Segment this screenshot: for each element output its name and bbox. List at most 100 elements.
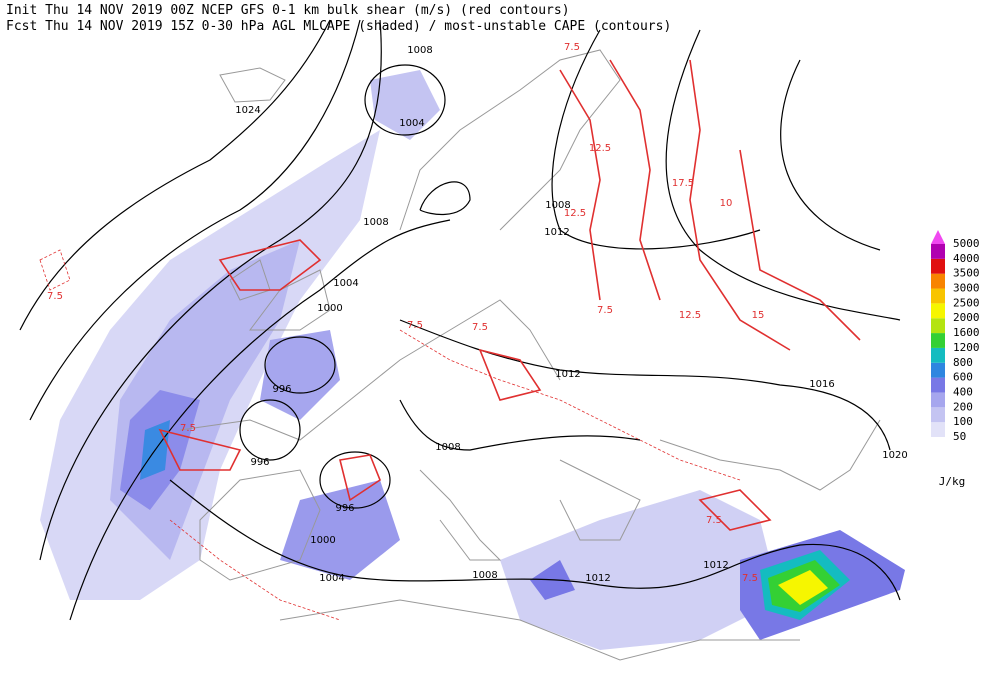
isobar	[319, 451, 391, 509]
isobar-label: 1012	[585, 573, 610, 584]
colorbar-swatch	[931, 333, 945, 348]
shear-label: 7.5	[407, 320, 423, 331]
isobar-label: 1004	[333, 278, 358, 289]
colorbar-swatch	[931, 258, 945, 274]
isobar-label: 1000	[310, 535, 335, 546]
colorbar-unit: J/kg	[939, 475, 966, 488]
colorbar-label: 5000	[953, 237, 980, 250]
shear-contour	[169, 519, 341, 621]
colorbar-label: 3500	[953, 267, 980, 280]
isobar	[69, 219, 451, 621]
colorbar-swatch	[931, 407, 945, 423]
shear-contour	[218, 239, 322, 291]
isobar-label: 996	[272, 384, 291, 395]
isobar-label: 996	[250, 457, 269, 468]
shear-contour	[339, 454, 381, 502]
colorbar-label: 100	[953, 415, 973, 428]
coastline	[219, 67, 286, 103]
isobar-label: 1008	[435, 442, 460, 453]
isobar-label: 1024	[235, 105, 260, 116]
colorbar-swatch	[931, 392, 945, 408]
colorbar-label: 3000	[953, 282, 980, 295]
shear-contours	[39, 59, 861, 621]
shear-label: 7.5	[472, 322, 488, 333]
isobar-label: 996	[335, 503, 354, 514]
isobar-label: 1008	[472, 570, 497, 581]
shear-contour	[399, 329, 741, 481]
isobar	[19, 19, 331, 331]
shear-label: 7.5	[180, 423, 196, 434]
coastline	[399, 49, 621, 231]
shade-area	[260, 330, 340, 420]
shear-label: 17.5	[672, 178, 694, 189]
colorbar-label: 4000	[953, 252, 980, 265]
shear-contour	[559, 69, 601, 301]
isobar-label: 1012	[555, 369, 580, 380]
shade-area	[370, 70, 440, 140]
colorbar-label: 200	[953, 400, 973, 413]
isobar	[665, 29, 901, 321]
isobar-label: 1004	[319, 573, 344, 584]
colorbar-swatch	[931, 230, 945, 244]
coastline	[179, 299, 561, 441]
colorbar-label: 400	[953, 385, 973, 398]
colorbar-label: 1600	[953, 326, 980, 339]
coastlines	[179, 49, 881, 661]
colorbar-swatch	[931, 273, 945, 289]
isobar-label: 1000	[317, 303, 342, 314]
shear-label: 7.5	[742, 573, 758, 584]
isobar	[239, 399, 301, 461]
shear-label: 12.5	[679, 310, 701, 321]
colorbar-label: 1200	[953, 341, 980, 354]
isobar	[399, 399, 641, 451]
coastline	[419, 469, 502, 561]
header-init: Init Thu 14 NOV 2019 00Z NCEP GFS 0-1 km…	[6, 3, 570, 18]
shear-contour	[698, 489, 772, 531]
shear-label: 7.5	[47, 291, 63, 302]
shear-label: 15	[752, 310, 765, 321]
isobar	[29, 19, 361, 421]
colorbar-label: 50	[953, 430, 966, 443]
isobar-labels: 1008 1024 1004 1008 1008 1012 1004 1000 …	[235, 45, 907, 584]
isobar-label: 1020	[882, 450, 907, 461]
shear-contour	[478, 348, 542, 401]
isobar	[169, 479, 901, 601]
isobar	[264, 336, 336, 394]
colorbar-label: 2000	[953, 311, 980, 324]
coastline	[199, 469, 321, 581]
shear-label: 7.5	[564, 42, 580, 53]
shear-contour	[739, 149, 861, 341]
shear-contour	[609, 59, 661, 301]
colorbar-swatch	[931, 318, 945, 334]
shear-label: 7.5	[706, 515, 722, 526]
colorbar-swatch	[931, 303, 945, 319]
shear-contour	[158, 428, 242, 471]
shear-label: 12.5	[564, 208, 586, 219]
isobars	[19, 19, 901, 621]
colorbar-swatch	[931, 288, 945, 304]
header-fcst: Fcst Thu 14 NOV 2019 15Z 0-30 hPa AGL ML…	[6, 19, 671, 34]
coastline	[249, 269, 331, 331]
shear-contour	[689, 59, 791, 351]
colorbar-swatch	[931, 244, 945, 259]
shear-contour	[39, 249, 71, 291]
isobar-label: 1012	[544, 227, 569, 238]
shade-area	[500, 490, 780, 650]
coastline	[659, 419, 881, 491]
shade-area	[778, 570, 828, 605]
coastline	[559, 459, 641, 541]
isobar-label: 1016	[809, 379, 834, 390]
isobar-label: 1008	[545, 200, 570, 211]
shear-labels: 7.5 12.5 17.5 10 12.5 15 7.5 7.5 7.5 7.5…	[47, 42, 764, 584]
isobar-label: 1012	[703, 560, 728, 571]
colorbar-swatch	[931, 422, 945, 437]
shear-label: 7.5	[597, 305, 613, 316]
cape-shading	[40, 70, 905, 650]
isobar	[364, 64, 446, 136]
isobar-label: 1004	[399, 118, 424, 129]
colorbar-label: 800	[953, 356, 973, 369]
colorbar-label: 2500	[953, 296, 980, 309]
coastline	[279, 599, 800, 661]
